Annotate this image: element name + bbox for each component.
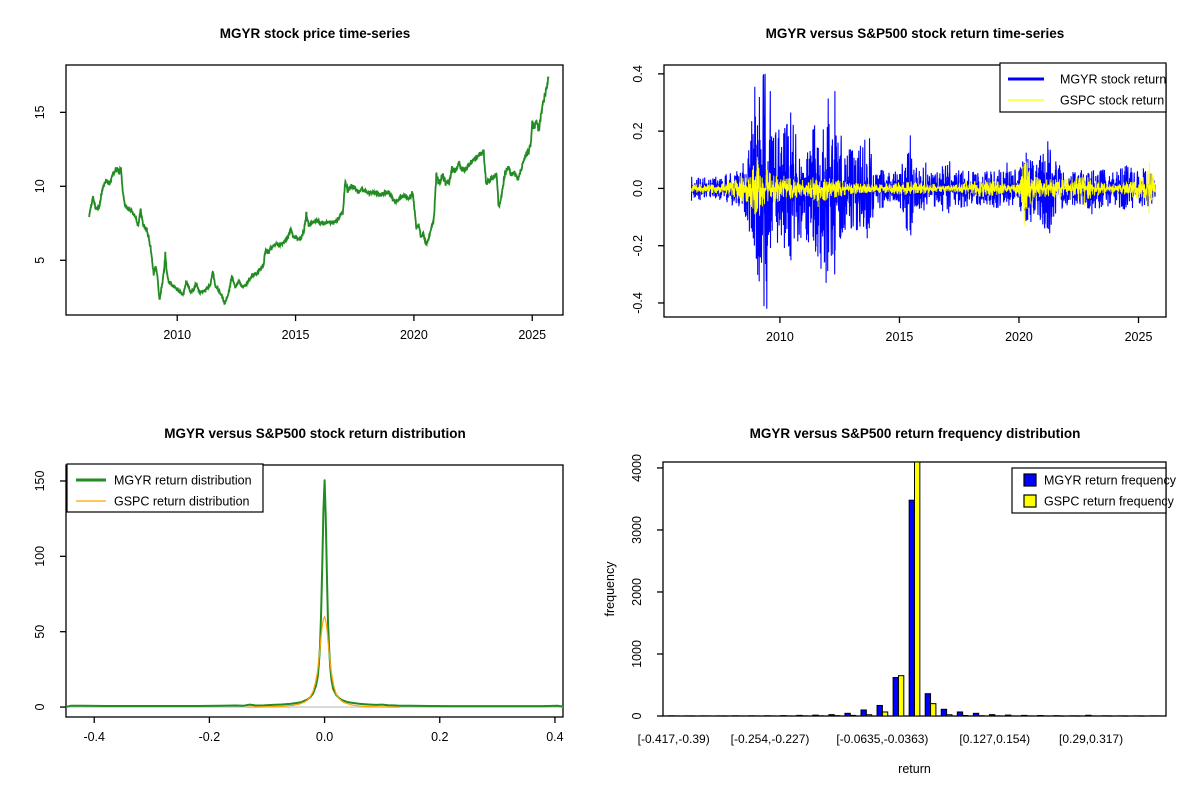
density-chart: -0.4 -0.2 0.0 0.2 0.4 0 50 100 150 MGYR return di… (33, 463, 564, 744)
legend-label: MGYR return frequency (1044, 474, 1177, 488)
gspc-frequency-bar (946, 714, 953, 717)
plot-box (65, 64, 564, 316)
price-line-series (88, 76, 550, 305)
gspc-frequency-bar (849, 714, 857, 717)
bin-label: [-0.254,-0.227) (731, 732, 810, 746)
mgyr-frequency-bar (940, 708, 948, 717)
mgyr-frequency-bar (1085, 714, 1092, 717)
returns-chart: 2010 2015 2020 2025 -0.4 -0.2 0.0 0.2 0.4 MGYR st… (631, 62, 1167, 344)
mgyr-frequency-bar (1037, 715, 1044, 717)
returns-chart-title: MGYR versus S&P500 stock return time-ser… (765, 26, 1065, 41)
mgyr-frequency-bar (1021, 714, 1028, 717)
x-tick-label: 2025 (518, 328, 546, 342)
histogram-chart-title: MGYR versus S&P500 return frequency dist… (749, 426, 1081, 441)
histogram-chart: 0 1000 2000 3000 4000 [-0.417,-0.39) [-0.254,-… (603, 454, 1177, 776)
x-tick-label: 2015 (886, 330, 914, 344)
mgyr-frequency-bar (908, 499, 916, 717)
price-chart-title: MGYR stock price time-series (219, 26, 411, 41)
y-tick-label: -0.4 (631, 292, 645, 314)
legend-label: GSPC return frequency (1044, 495, 1175, 509)
y-tick-label: 0.0 (631, 180, 645, 197)
x-tick-label: 2020 (1005, 330, 1033, 344)
y-tick-label: 5 (33, 257, 47, 264)
x-tick-label: 2010 (163, 328, 191, 342)
legend-label: GSPC stock return (1060, 94, 1164, 108)
mgyr-frequency-bar (796, 714, 803, 717)
bin-label: [0.29,0.317) (1059, 732, 1123, 746)
legend-box (999, 62, 1167, 113)
x-tick-label: 2025 (1125, 330, 1153, 344)
gspc-density-curve (246, 616, 400, 708)
bin-label: [-0.417,-0.39) (638, 732, 710, 746)
x-tick-label: 0.4 (546, 730, 563, 744)
gspc-return-series (691, 156, 1156, 226)
mgyr-frequency-bar (892, 677, 899, 717)
y-tick-label: 100 (33, 546, 47, 567)
y-tick-label: 0 (33, 704, 47, 711)
y-tick-label: 15 (33, 105, 47, 119)
x-tick-label: 2010 (766, 330, 794, 344)
y-tick-label: -0.2 (631, 235, 645, 257)
legend-label: MGYR stock return (1060, 73, 1166, 87)
y-tick-label: 1000 (630, 640, 644, 668)
price-chart: 2010 2015 2020 2025 5 10 15 (33, 64, 564, 342)
legend-label: MGYR return distribution (114, 474, 252, 488)
x-tick-label: 2020 (400, 328, 428, 342)
mgyr-frequency-bar (844, 712, 851, 717)
x-tick-label: 0.0 (316, 730, 333, 744)
mgyr-frequency-bar (956, 711, 964, 717)
mgyr-frequency-bar (988, 714, 996, 717)
legend-swatch (1023, 473, 1037, 487)
gspc-frequency-bar (865, 714, 873, 717)
mgyr-frequency-bar (828, 714, 835, 717)
gspc-frequency-bar (962, 715, 969, 717)
y-tick-label: 0.4 (631, 65, 645, 82)
mgyr-frequency-bar (812, 714, 819, 717)
mgyr-return-series (690, 73, 1156, 309)
plot-box (65, 464, 564, 718)
mgyr-frequency-bar (860, 709, 867, 717)
y-tick-label: 0 (630, 712, 644, 719)
legend-box (66, 463, 264, 513)
y-axis-label: frequency (603, 561, 617, 617)
y-tick-label: 3000 (630, 516, 644, 544)
gspc-frequency-bar (897, 675, 905, 717)
y-tick-label: 2000 (630, 578, 644, 606)
mgyr-frequency-bar (972, 712, 980, 717)
x-tick-label: 2015 (282, 328, 310, 342)
mgyr-frequency-bar (876, 704, 883, 717)
x-axis-label: return (898, 762, 931, 776)
y-tick-label: 0.2 (631, 122, 645, 139)
x-tick-label: 0.2 (431, 730, 448, 744)
gspc-frequency-bar (881, 711, 889, 717)
x-tick-label: -0.2 (199, 730, 221, 744)
density-chart-title: MGYR versus S&P500 stock return distribu… (164, 426, 466, 441)
y-tick-label: 4000 (630, 454, 644, 482)
bin-label: [0.127,0.154) (959, 732, 1030, 746)
y-tick-label: 50 (33, 625, 47, 639)
mgyr-frequency-bar (1004, 714, 1012, 717)
gspc-frequency-bar (930, 703, 937, 717)
mgyr-density-curve (65, 479, 564, 708)
gspc-frequency-bar (914, 461, 921, 717)
mgyr-frequency-bar (924, 693, 932, 717)
legend-label: GSPC return distribution (114, 495, 250, 509)
x-tick-label: -0.4 (83, 730, 105, 744)
bin-label: [-0.0635,-0.0363) (836, 732, 928, 746)
legend-swatch (1023, 494, 1037, 508)
y-tick-label: 150 (33, 471, 47, 492)
plot-box (663, 64, 1167, 318)
y-tick-label: 10 (33, 179, 47, 193)
legend-box (1011, 467, 1167, 514)
